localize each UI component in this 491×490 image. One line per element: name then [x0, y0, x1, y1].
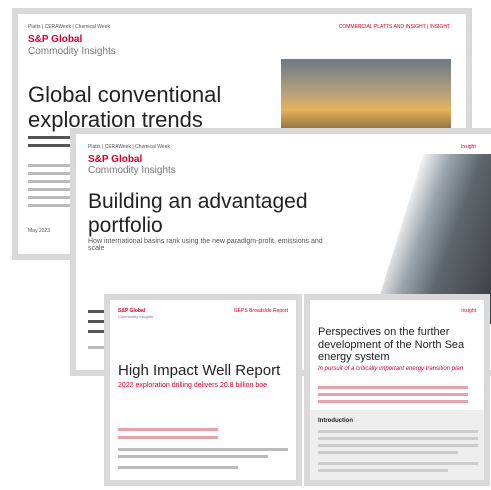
cover-title: Global conventional exploration trends [28, 82, 268, 133]
blur-line [318, 437, 478, 440]
blur-line [118, 455, 268, 458]
brand-sub: Commodity Insights [28, 46, 116, 57]
blur-line [318, 462, 478, 465]
blur-line [28, 204, 73, 207]
cover-card: S&P Global Commodity Insights GEPS Broad… [104, 294, 302, 486]
intro-box: Introduction [310, 410, 484, 486]
tag-text: COMMERCIAL PLATTS AND INSIGHT | INSIGHT [339, 24, 450, 30]
blur-line [318, 430, 478, 433]
blur-line [318, 444, 478, 447]
brand: S&P Global [88, 154, 142, 165]
blur-line [28, 196, 73, 199]
nav-text: Platts | CERAWeek | Chemical Week [88, 144, 170, 150]
cover-title: Building an advantaged portfolio [88, 190, 328, 238]
cover-title: Perspectives on the further development … [318, 326, 488, 364]
brand-sub: Commodity Insights [118, 314, 153, 319]
blur-line [118, 448, 288, 451]
blur-line [318, 386, 468, 389]
tag-text: Insight [461, 144, 476, 150]
cover-card: Insight Perspectives on the further deve… [304, 294, 490, 486]
nav-text: Platts | CERAWeek | Chemical Week [28, 24, 110, 30]
brand: S&P Global [28, 34, 82, 45]
blur-line [318, 400, 468, 403]
cover-subtitle: How international basins rank using the … [88, 238, 338, 252]
tag-text: GEPS Broadside Report [234, 308, 288, 314]
sunset-image [281, 59, 451, 137]
collage: Platts | CERAWeek | Chemical Week COMMER… [0, 0, 491, 490]
brand-sub: Commodity Insights [88, 165, 176, 176]
blur-line [28, 172, 73, 175]
date: May 2023 [28, 228, 50, 234]
blur-line [28, 164, 73, 167]
section-heading: Introduction [318, 418, 353, 425]
blur-line [318, 469, 448, 472]
blur-line [118, 436, 218, 439]
cover-title: High Impact Well Report [118, 362, 280, 379]
cover-subtitle: In pursuit of a critically important ene… [318, 366, 488, 372]
blur-line [118, 428, 218, 431]
blur-line [318, 393, 468, 396]
blur-line [318, 451, 458, 454]
blur-line [118, 466, 238, 469]
blur-line [28, 188, 73, 191]
tag-text: Insight [461, 308, 476, 314]
blur-line [28, 180, 73, 183]
cover-subtitle: 2022 exploration drilling delivers 20.8 … [118, 382, 267, 389]
